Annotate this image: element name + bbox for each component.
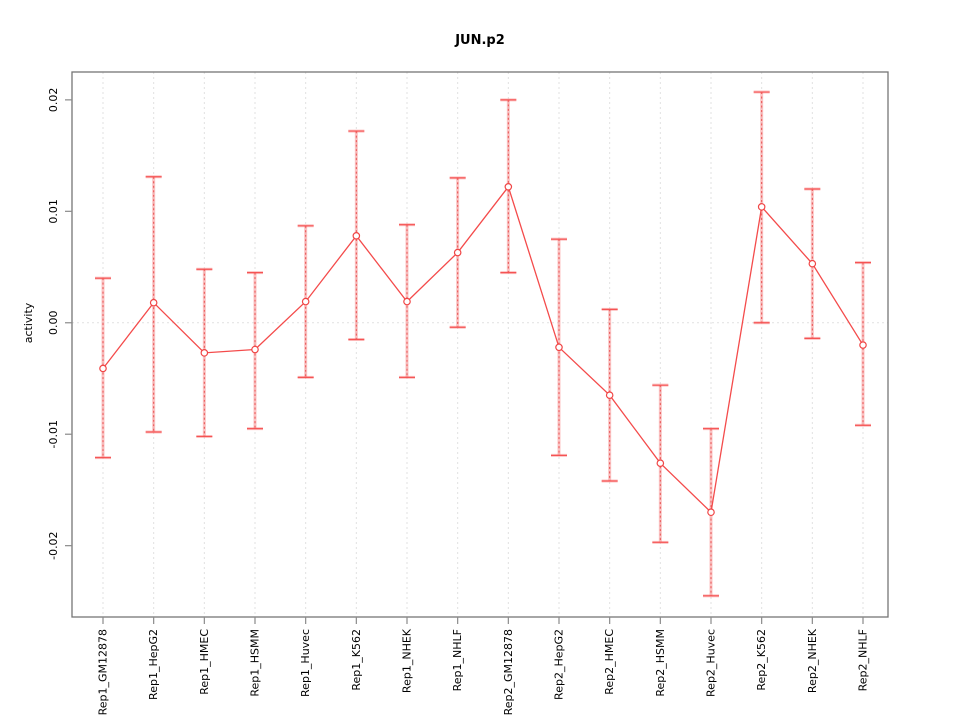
y-tick-label: 0.01 [47, 199, 60, 224]
x-tick-label: Rep2_HMEC [603, 629, 616, 695]
x-tick-label: Rep1_HMEC [198, 629, 211, 695]
x-tick-label: Rep1_NHLF [451, 629, 464, 691]
data-point-marker [200, 349, 209, 357]
data-point-marker [707, 508, 715, 517]
series-line [102, 185, 864, 514]
data-point-marker [251, 345, 259, 354]
data-point-marker [453, 248, 462, 257]
data-point-marker [656, 459, 665, 467]
data-point-marker [859, 341, 867, 349]
data-point-marker [757, 203, 766, 211]
data-point-marker [403, 297, 411, 306]
data-point-marker [352, 232, 361, 240]
chart-title: JUN.p2 [455, 33, 505, 48]
data-point-marker [808, 259, 817, 268]
x-tick-label: Rep2_HSMM [654, 629, 667, 697]
x-tick-label: Rep1_Huvec [299, 629, 312, 697]
data-point-marker [149, 298, 158, 307]
x-tick-label: Rep2_NHLF [857, 629, 870, 691]
x-tick-label: Rep2_NHEK [806, 628, 819, 693]
y-tick-label: -0.02 [47, 531, 60, 559]
x-tick-label: Rep1_K562 [350, 629, 363, 691]
x-tick-label: Rep1_HSMM [249, 629, 262, 697]
data-point-marker [99, 364, 107, 373]
x-tick-label: Rep1_HepG2 [147, 629, 160, 700]
data-point-marker [301, 297, 310, 306]
x-tick-label: Rep2_Huvec [705, 629, 718, 697]
plot-border [71, 71, 889, 618]
x-tick-label: Rep2_GM12878 [502, 629, 515, 715]
x-tick-label: Rep2_K562 [755, 629, 768, 691]
y-tick-label: 0.02 [47, 88, 60, 113]
y-tick-label: -0.01 [47, 420, 60, 448]
x-tick-label: Rep1_NHEK [401, 628, 414, 693]
data-point-marker [555, 343, 563, 352]
y-tick-label: 0.00 [47, 311, 60, 336]
x-tick-label: Rep1_GM12878 [97, 629, 110, 715]
data-point-marker [504, 182, 513, 191]
y-axis-label: activity [22, 302, 35, 343]
data-point-marker [605, 391, 614, 400]
x-tick-label: Rep2_HepG2 [553, 629, 566, 700]
